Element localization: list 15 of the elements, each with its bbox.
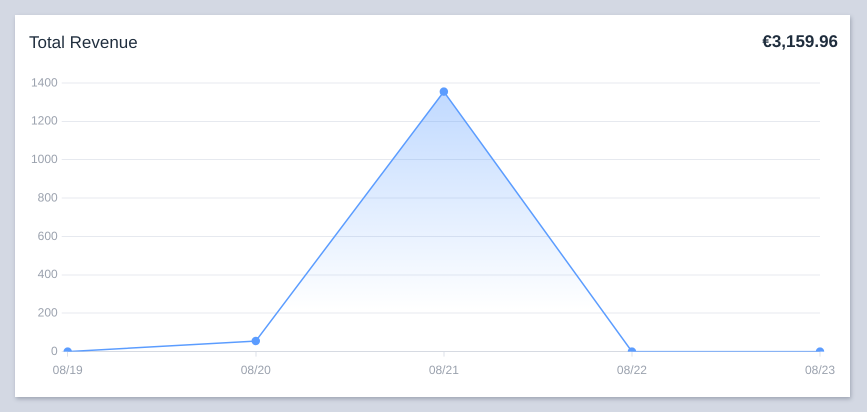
y-tick-label: 1000 [30,152,58,166]
x-tick-label: 08/20 [240,363,272,378]
y-tick-label: 800 [38,190,58,204]
x-tick-label: 08/19 [52,363,84,378]
y-tick-label: 1400 [30,75,58,90]
y-tick-label: 200 [38,306,58,320]
x-tick-label: 08/23 [804,363,836,378]
x-tick-label: 08/22 [616,363,648,378]
chart-title: Total Revenue [29,33,138,53]
text: €3,159.96 [762,32,838,52]
x-tick-label: 08/21 [428,363,460,378]
y-tick-label: 1200 [30,114,58,128]
y-tick-label: 600 [38,228,58,243]
y-tick-label: 0 [51,344,58,358]
y-tick-label: 400 [38,267,58,282]
